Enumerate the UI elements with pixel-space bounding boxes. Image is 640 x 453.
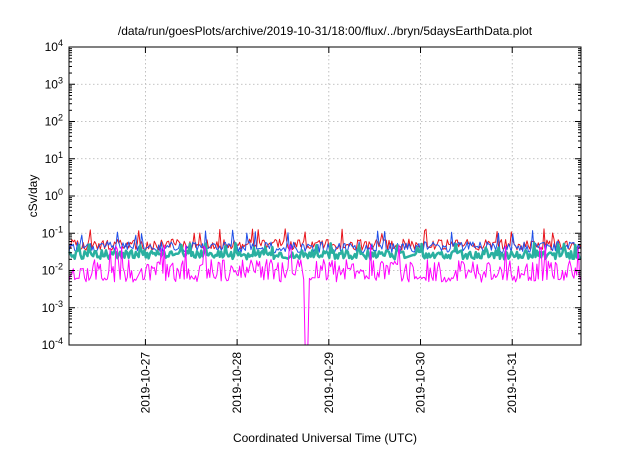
x-tick-label: 2019-10-28 xyxy=(230,352,244,414)
y-tick-label: 10-3 xyxy=(42,299,63,315)
y-tick-label: 10-4 xyxy=(42,336,63,352)
series-line-1 xyxy=(68,228,582,251)
chart-title: /data/run/goesPlots/archive/2019-10-31/1… xyxy=(118,24,533,38)
y-tick-label: 10-1 xyxy=(42,224,63,240)
x-tick-label: 2019-10-27 xyxy=(138,352,152,414)
y-tick-label: 103 xyxy=(45,75,63,91)
y-tick-label: 104 xyxy=(45,38,63,54)
series-line-4 xyxy=(68,244,582,346)
series-line-3 xyxy=(67,241,582,261)
x-tick-label: 2019-10-30 xyxy=(414,352,428,414)
axis-ticks: 10-4 10-3 10-2 10-1 100 101 102 103 104 2019-10-2… xyxy=(42,38,581,413)
y-tick-label: 100 xyxy=(45,187,63,203)
x-axis-label: Coordinated Universal Time (UTC) xyxy=(233,431,417,445)
x-tick-label: 2019-10-29 xyxy=(322,352,336,414)
x-tick-label: 2019-10-31 xyxy=(505,352,519,414)
y-tick-label: 10-2 xyxy=(42,262,63,278)
y-axis-label: cSv/day xyxy=(26,175,40,218)
y-tick-label: 101 xyxy=(45,150,63,166)
grid xyxy=(69,47,581,345)
y-tick-label: 102 xyxy=(45,113,63,129)
series-lines xyxy=(67,228,582,346)
